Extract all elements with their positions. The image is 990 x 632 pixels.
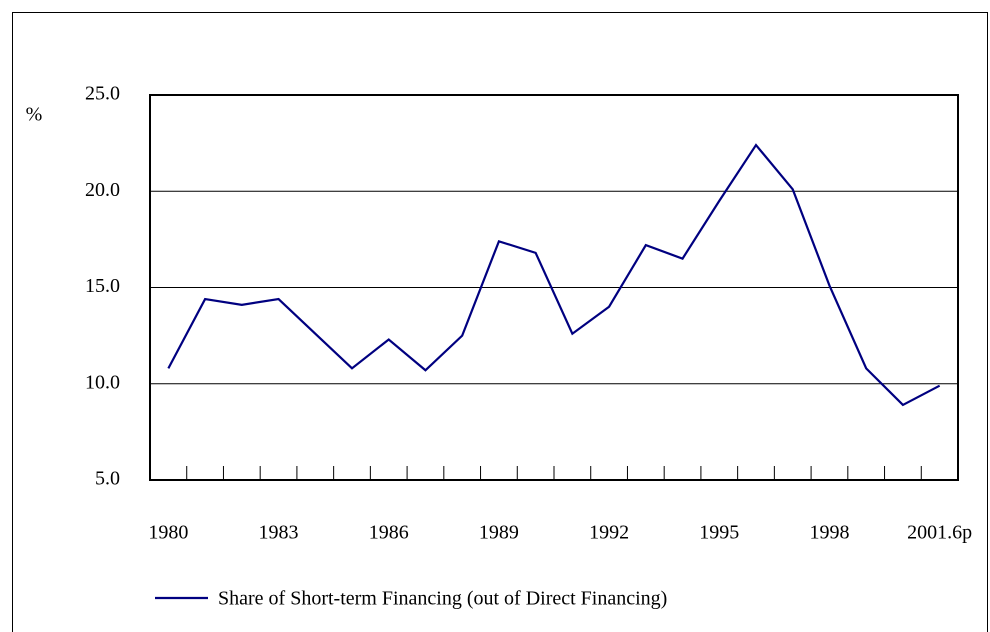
x-tick-label: 1992: [589, 522, 629, 544]
data-line: [167, 143, 941, 407]
y-tick-label: 5.0: [95, 468, 120, 490]
y-axis-label: %: [26, 104, 43, 126]
y-tick-label: 25.0: [85, 83, 120, 105]
x-tick-label: 1995: [699, 522, 739, 544]
chart-border: [12, 12, 988, 632]
x-tick-label: 1980: [148, 522, 188, 544]
legend-label: Share of Short-term Financing (out of Di…: [218, 588, 667, 610]
y-tick-label: 20.0: [85, 179, 120, 201]
x-tick-label: 1986: [369, 522, 409, 544]
x-tick-label: 1983: [259, 522, 299, 544]
y-tick-label: 10.0: [85, 371, 120, 393]
x-tick-label: 1989: [479, 522, 519, 544]
x-tick-label: 1998: [809, 522, 849, 544]
y-tick-label: 15.0: [85, 275, 120, 297]
x-tick-label: 2001.6p: [907, 522, 972, 544]
